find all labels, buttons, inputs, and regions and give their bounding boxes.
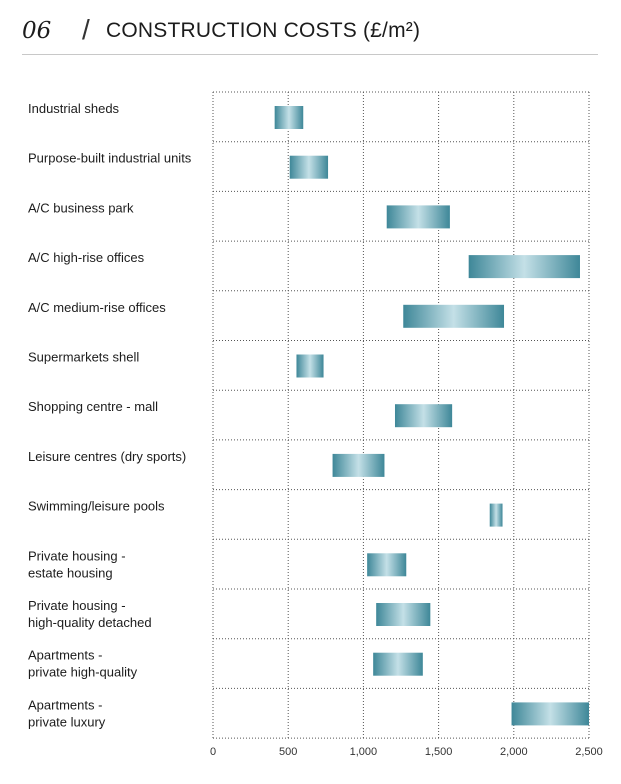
x-tick-label: 500 [279,746,297,758]
category-label: Shopping centre - mall [28,399,158,414]
chapter-number: 06 [22,18,52,44]
x-tick-label: 1,500 [425,746,453,758]
x-tick-label: 2,000 [500,746,528,758]
category-label: A/C medium-rise offices [28,300,166,315]
category-label: A/C high-rise offices [28,250,145,265]
category-label: Supermarkets shell [28,350,139,365]
category-label: Private housing - [28,548,126,563]
category-label: private luxury [28,714,106,729]
chart-title: CONSTRUCTION COSTS (£/m²) [106,19,421,42]
range-bar [274,106,304,129]
x-tick-label: 2,500 [575,746,603,758]
category-label: Leisure centres (dry sports) [28,449,186,464]
range-bar [386,205,450,229]
range-bar [468,255,580,279]
x-tick-label: 1,000 [350,746,378,758]
range-bar [289,155,329,179]
x-tick-label: 0 [210,746,216,758]
category-label: high-quality detached [28,615,152,630]
category-label: Industrial sheds [28,101,120,116]
category-label: Apartments - [28,697,102,712]
category-label: Purpose-built industrial units [28,151,192,166]
category-label: estate housing [28,565,113,580]
range-bar [403,304,505,328]
category-label: Swimming/leisure pools [28,499,165,514]
header-separator: / [82,14,90,45]
chart-header: 06 / CONSTRUCTION COSTS (£/m²) [22,14,598,55]
range-bar [489,503,503,527]
range-bar [296,354,324,378]
range-bar [367,553,407,577]
range-bar [373,652,423,676]
category-label: Private housing - [28,598,126,613]
category-label: private high-quality [28,665,138,680]
category-label: A/C business park [28,200,134,215]
range-bar [511,702,589,726]
category-label: Apartments - [28,648,102,663]
range-bar [332,453,385,477]
range-bar [376,603,431,626]
range-bar [394,404,453,428]
